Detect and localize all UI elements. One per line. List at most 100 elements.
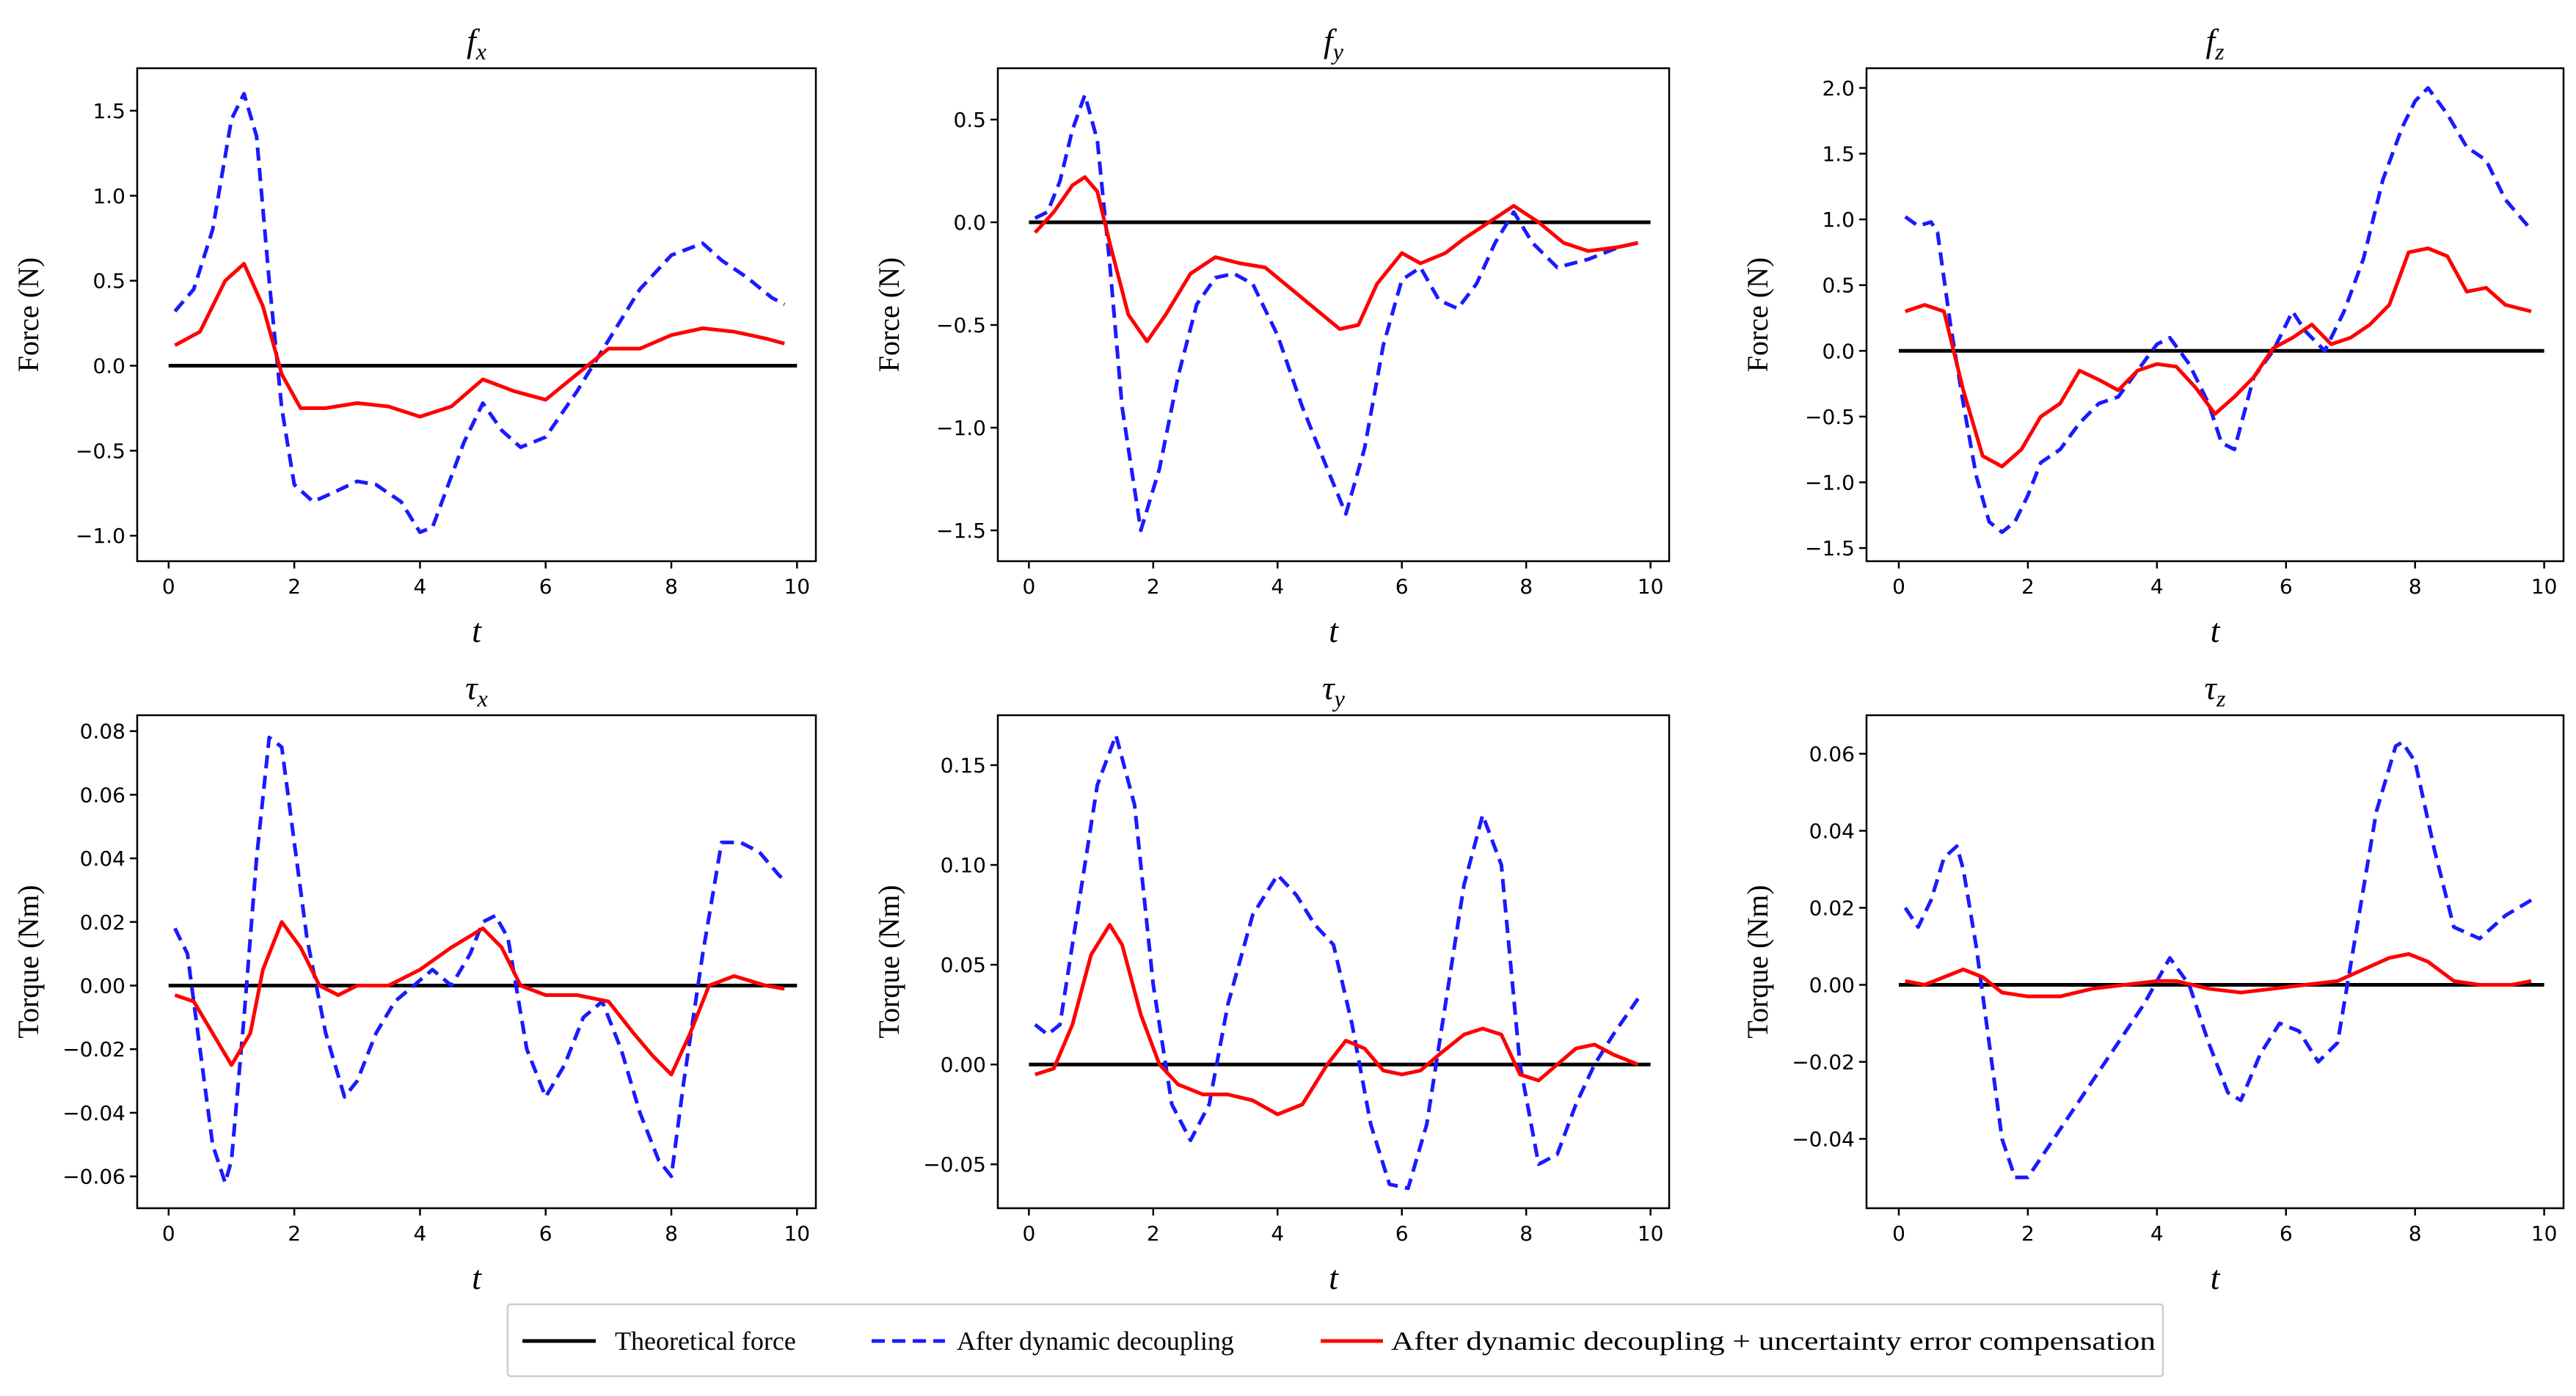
x-tick-label: 4 <box>1271 1221 1284 1246</box>
x-tick-label: 6 <box>539 1221 552 1246</box>
series-group <box>1899 86 2544 535</box>
panel-title: fx <box>467 22 486 65</box>
x-axis-title: t <box>472 612 482 649</box>
x-tick-label: 6 <box>2280 1221 2293 1246</box>
panel-title: fz <box>2205 22 2225 65</box>
series-group <box>168 735 798 1185</box>
x-axis-title: t <box>472 1259 482 1296</box>
x-axis-title: t <box>2211 1259 2221 1296</box>
x-tick-label: 10 <box>1638 574 1664 599</box>
compensated-line <box>174 920 785 1077</box>
panel-4: 0 2 4 6 8 10 −0.05 0.00 0.05 0.10 0.15 Torque (Nm) t… <box>872 669 1671 1296</box>
x-tick-label: 10 <box>784 574 810 599</box>
compensated-line <box>1905 246 2532 469</box>
y-tick-label: 0.0 <box>953 211 986 235</box>
decoupled-line <box>1034 92 1639 533</box>
decoupled-line <box>173 92 786 535</box>
y-tick-label: 0.5 <box>953 108 986 132</box>
x-axis-title: t <box>1329 1259 1339 1296</box>
panel-2: 0 2 4 6 8 10 −1.5 −1.0 −0.5 0.0 0.5 1.0 1.5 2.0 Force … <box>1741 22 2565 649</box>
x-tick-label: 0 <box>1022 1221 1035 1246</box>
x-tick-label: 8 <box>1519 1221 1533 1246</box>
y-tick-label: −0.04 <box>62 1101 125 1125</box>
y-tick-label: 0.5 <box>92 269 125 293</box>
compensated-line <box>1035 923 1639 1117</box>
compensated-line <box>1033 175 1639 343</box>
x-tick-label: 8 <box>665 574 678 599</box>
x-tick-label: 2 <box>288 574 301 599</box>
x-tick-label: 4 <box>2150 1221 2164 1246</box>
series-group <box>168 92 798 535</box>
x-tick-label: 0 <box>1892 574 1905 599</box>
y-tick-label: 0.02 <box>80 910 125 935</box>
y-axis-title: Torque (Nm) <box>872 885 905 1038</box>
x-tick-label: 8 <box>2409 574 2422 599</box>
y-axis-title: Force (N) <box>1741 257 1774 373</box>
x-tick-label: 10 <box>2531 1221 2558 1246</box>
y-tick-label: 1.5 <box>1822 142 1855 166</box>
x-tick-label: 6 <box>1395 574 1409 599</box>
x-tick-label: 2 <box>1147 574 1160 599</box>
x-tick-label: 0 <box>162 574 175 599</box>
plot-frame <box>996 67 1671 563</box>
panel-5: 0 2 4 6 8 10 −0.04 −0.02 0.00 0.02 0.04 0.06 Torque … <box>1741 669 2565 1296</box>
y-tick-label: 0.10 <box>941 853 986 877</box>
x-tick-label: 0 <box>162 1221 175 1246</box>
panel-0: 0 2 4 6 8 10 −1.0 −0.5 0.0 0.5 1.0 1.5 Force (N) t fx <box>12 22 817 649</box>
x-tick-label: 2 <box>1147 1221 1160 1246</box>
y-tick-label: 0.15 <box>941 753 986 778</box>
y-tick-label: 0.04 <box>1809 819 1855 844</box>
y-tick-label: −0.05 <box>923 1152 986 1177</box>
y-axis-title: Force (N) <box>872 257 905 373</box>
y-tick-label: −0.02 <box>62 1037 125 1061</box>
x-tick-label: 0 <box>1022 574 1035 599</box>
x-tick-label: 10 <box>2531 574 2558 599</box>
x-axis-title: t <box>2211 612 2221 649</box>
x-axis-title: t <box>1329 612 1339 649</box>
x-tick-label: 6 <box>1395 1221 1409 1246</box>
y-tick-label: 2.0 <box>1822 76 1855 101</box>
y-axis-title: Torque (Nm) <box>12 885 45 1038</box>
legend-label-compensated: After dynamic decoupling + uncertainty e… <box>1391 1326 2156 1356</box>
panel-3: 0 2 4 6 8 10 −0.06 −0.04 −0.02 0.00 0.02 0.04 0.06 0.… <box>12 669 817 1296</box>
x-tick-label: 2 <box>288 1221 301 1246</box>
y-tick-label: 1.0 <box>1822 208 1855 232</box>
y-tick-label: −1.5 <box>1805 536 1855 560</box>
compensated-line <box>174 262 785 419</box>
x-tick-label: 4 <box>414 1221 427 1246</box>
plot-frame <box>1865 714 2565 1210</box>
series-group <box>1029 733 1651 1191</box>
x-tick-label: 4 <box>414 574 427 599</box>
legend-label-decoupled: After dynamic decoupling <box>957 1326 1234 1356</box>
y-tick-label: −0.5 <box>936 313 986 337</box>
y-tick-label: 0.00 <box>1809 973 1855 998</box>
decoupled-line <box>1903 740 2533 1180</box>
y-tick-label: 0.04 <box>80 847 125 871</box>
y-tick-label: 1.5 <box>92 99 125 123</box>
y-tick-label: 0.02 <box>1809 896 1855 921</box>
plot-frame <box>1865 67 2565 563</box>
y-tick-label: −0.5 <box>1805 405 1855 429</box>
decoupled-line <box>173 735 786 1185</box>
x-tick-label: 0 <box>1892 1221 1905 1246</box>
x-tick-label: 6 <box>539 574 552 599</box>
x-tick-label: 2 <box>2021 1221 2035 1246</box>
y-tick-label: −0.5 <box>76 439 125 463</box>
y-tick-label: −1.0 <box>936 416 986 440</box>
x-tick-label: 4 <box>1271 574 1284 599</box>
panel-1: 0 2 4 6 8 10 −1.5 −1.0 −0.5 0.0 0.5 Force (N) t fy <box>872 22 1671 649</box>
y-tick-label: 0.06 <box>1809 742 1855 767</box>
series-group <box>1029 92 1651 533</box>
y-tick-label: 1.0 <box>92 184 125 208</box>
y-tick-label: 0.05 <box>941 953 986 977</box>
y-tick-label: 0.00 <box>80 974 125 998</box>
y-tick-label: 0.00 <box>941 1053 986 1077</box>
y-tick-label: 0.0 <box>92 354 125 379</box>
plot-frame <box>136 67 817 563</box>
x-tick-label: 6 <box>2280 574 2293 599</box>
x-tick-label: 8 <box>665 1221 678 1246</box>
x-tick-label: 8 <box>2409 1221 2422 1246</box>
y-tick-label: 0.0 <box>1822 339 1855 363</box>
panel-title: τy <box>1322 669 1345 712</box>
